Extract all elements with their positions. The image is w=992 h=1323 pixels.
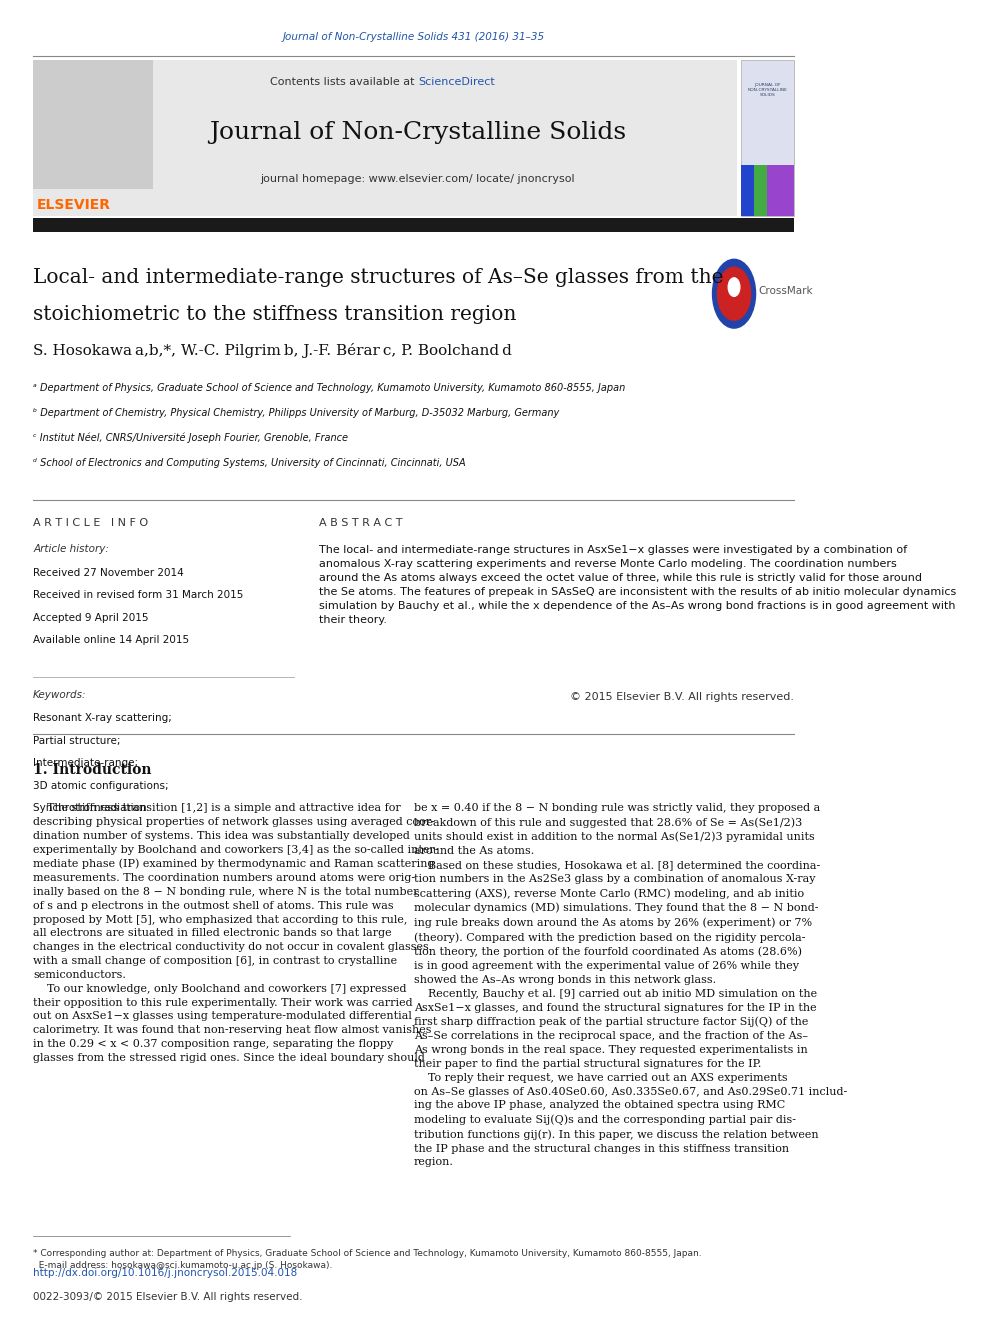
Text: JOURNAL OF
NON-CRYSTALLINE
SOLIDS: JOURNAL OF NON-CRYSTALLINE SOLIDS xyxy=(747,83,787,97)
Text: stoichiometric to the stiffness transition region: stoichiometric to the stiffness transiti… xyxy=(33,306,517,324)
Circle shape xyxy=(717,267,751,320)
Text: A B S T R A C T: A B S T R A C T xyxy=(318,517,402,528)
Bar xyxy=(33,218,795,232)
Text: journal homepage: www.elsevier.com/ locate/ jnoncrysol: journal homepage: www.elsevier.com/ loca… xyxy=(261,173,575,184)
Circle shape xyxy=(712,259,756,328)
Text: Keywords:: Keywords: xyxy=(33,689,86,700)
Text: 1. Introduction: 1. Introduction xyxy=(33,763,152,777)
Text: http://dx.doi.org/10.1016/j.jnoncrysol.2015.04.018: http://dx.doi.org/10.1016/j.jnoncrysol.2… xyxy=(33,1267,298,1278)
Text: ᶜ Institut Néel, CNRS/Université Joseph Fourier, Grenoble, France: ᶜ Institut Néel, CNRS/Université Joseph … xyxy=(33,433,348,443)
Text: CrossMark: CrossMark xyxy=(758,286,812,296)
Text: ᵈ School of Electronics and Computing Systems, University of Cincinnati, Cincinn: ᵈ School of Electronics and Computing Sy… xyxy=(33,458,465,468)
Text: ᵃ Department of Physics, Graduate School of Science and Technology, Kumamoto Uni: ᵃ Department of Physics, Graduate School… xyxy=(33,382,625,393)
Text: 3D atomic configurations;: 3D atomic configurations; xyxy=(33,781,169,791)
Text: Partial structure;: Partial structure; xyxy=(33,736,121,746)
Text: Synchrotron radiation: Synchrotron radiation xyxy=(33,803,147,814)
Text: ScienceDirect: ScienceDirect xyxy=(418,77,495,87)
Bar xyxy=(33,60,736,216)
Bar xyxy=(741,165,754,216)
Text: Contents lists available at: Contents lists available at xyxy=(270,77,418,87)
Text: ᵇ Department of Chemistry, Physical Chemistry, Philipps University of Marburg, D: ᵇ Department of Chemistry, Physical Chem… xyxy=(33,407,559,418)
Text: A R T I C L E   I N F O: A R T I C L E I N F O xyxy=(33,517,148,528)
Text: Journal of Non-Crystalline Solids 431 (2016) 31–35: Journal of Non-Crystalline Solids 431 (2… xyxy=(283,32,545,42)
Text: Local- and intermediate-range structures of As–Se glasses from the: Local- and intermediate-range structures… xyxy=(33,269,723,287)
Bar xyxy=(33,60,153,189)
Text: Accepted 9 April 2015: Accepted 9 April 2015 xyxy=(33,613,149,623)
Text: The local- and intermediate-range structures in AsxSe1−x glasses were investigat: The local- and intermediate-range struct… xyxy=(318,545,956,624)
Text: The stiffness transition [1,2] is a simple and attractive idea for
describing ph: The stiffness transition [1,2] is a simp… xyxy=(33,803,438,1062)
Bar xyxy=(741,60,795,216)
Text: Article history:: Article history: xyxy=(33,544,109,554)
Text: Journal of Non-Crystalline Solids: Journal of Non-Crystalline Solids xyxy=(209,120,627,144)
Text: ELSEVIER: ELSEVIER xyxy=(38,198,111,212)
Text: 0022-3093/© 2015 Elsevier B.V. All rights reserved.: 0022-3093/© 2015 Elsevier B.V. All right… xyxy=(33,1291,303,1302)
Text: © 2015 Elsevier B.V. All rights reserved.: © 2015 Elsevier B.V. All rights reserved… xyxy=(570,692,795,703)
Text: Available online 14 April 2015: Available online 14 April 2015 xyxy=(33,635,189,646)
Circle shape xyxy=(728,278,740,296)
Text: Received in revised form 31 March 2015: Received in revised form 31 March 2015 xyxy=(33,590,243,601)
Text: * Corresponding author at: Department of Physics, Graduate School of Science and: * Corresponding author at: Department of… xyxy=(33,1249,701,1270)
Bar xyxy=(741,165,767,216)
Text: Intermediate-range;: Intermediate-range; xyxy=(33,758,138,769)
Text: Received 27 November 2014: Received 27 November 2014 xyxy=(33,568,184,578)
Text: be x = 0.40 if the 8 − N bonding rule was strictly valid, they proposed a
breakd: be x = 0.40 if the 8 − N bonding rule wa… xyxy=(414,803,847,1167)
Text: Resonant X-ray scattering;: Resonant X-ray scattering; xyxy=(33,713,172,724)
Text: S. Hosokawa a,b,*, W.-C. Pilgrim b, J.-F. Bérar c, P. Boolchand d: S. Hosokawa a,b,*, W.-C. Pilgrim b, J.-F… xyxy=(33,343,512,359)
Bar xyxy=(741,165,795,216)
